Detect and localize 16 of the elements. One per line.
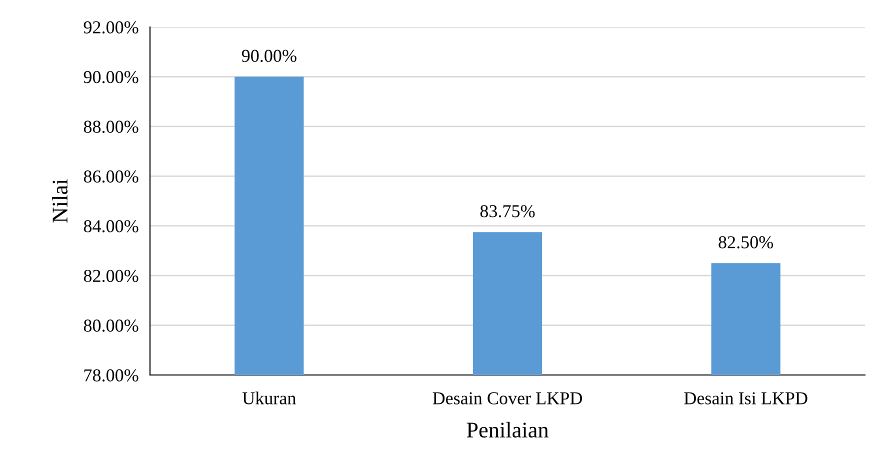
- x-axis-title: Penilaian: [466, 422, 549, 438]
- y-tick-label: 78.00%: [84, 369, 138, 382]
- y-tick-label: 82.00%: [84, 270, 138, 282]
- x-tick-label: Desain Cover LKPD: [432, 392, 582, 404]
- y-tick-label: 84.00%: [84, 220, 138, 232]
- y-tick-label: 88.00%: [84, 120, 138, 133]
- data-label: 90.00%: [242, 50, 296, 62]
- data-label: 82.50%: [718, 236, 774, 248]
- y-tick-label: 92.00%: [84, 21, 138, 34]
- y-tick-label: 80.00%: [84, 320, 138, 332]
- y-tick-label: 90.00%: [84, 70, 138, 84]
- x-tick-label: Desain Isi LKPD: [684, 392, 808, 404]
- y-axis-title: Nilai: [52, 179, 68, 223]
- x-tick-label: Ukuran: [242, 392, 296, 404]
- y-tick-label: 86.00%: [84, 170, 138, 183]
- data-label: 83.75%: [480, 205, 535, 218]
